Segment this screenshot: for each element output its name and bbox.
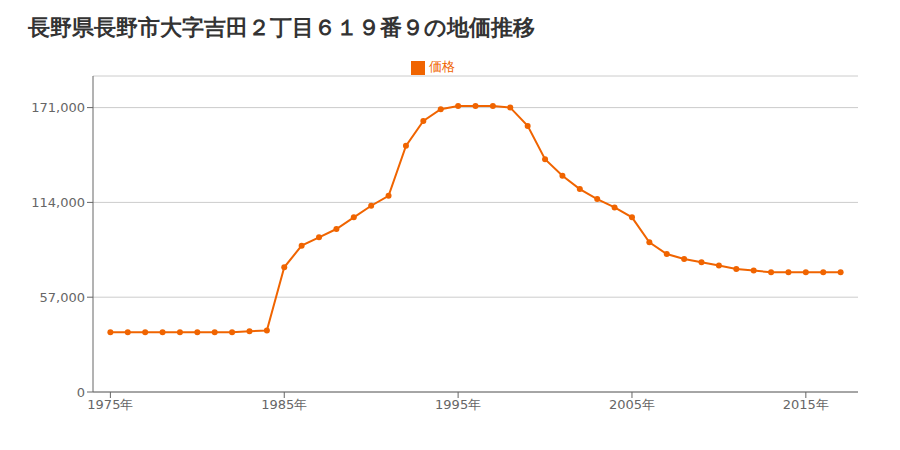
svg-text:57,000: 57,000 [40,290,86,305]
svg-text:2005年: 2005年 [609,397,655,412]
svg-text:114,000: 114,000 [31,195,85,210]
html-text:長野県長野市大字吉田２丁目６１９番９の地価推移: 長野県長野市大字吉田２丁目６１９番９の地価推移 [28,15,535,40]
svg-text:0: 0 [77,385,85,400]
svg-text:2015年: 2015年 [783,397,829,412]
svg-text:1995年: 1995年 [435,397,481,412]
html-text:価格: 価格 [429,59,455,74]
svg-text:1975年: 1975年 [87,397,133,412]
svg-text:1985年: 1985年 [261,397,307,412]
svg-text:171,000: 171,000 [31,100,85,115]
